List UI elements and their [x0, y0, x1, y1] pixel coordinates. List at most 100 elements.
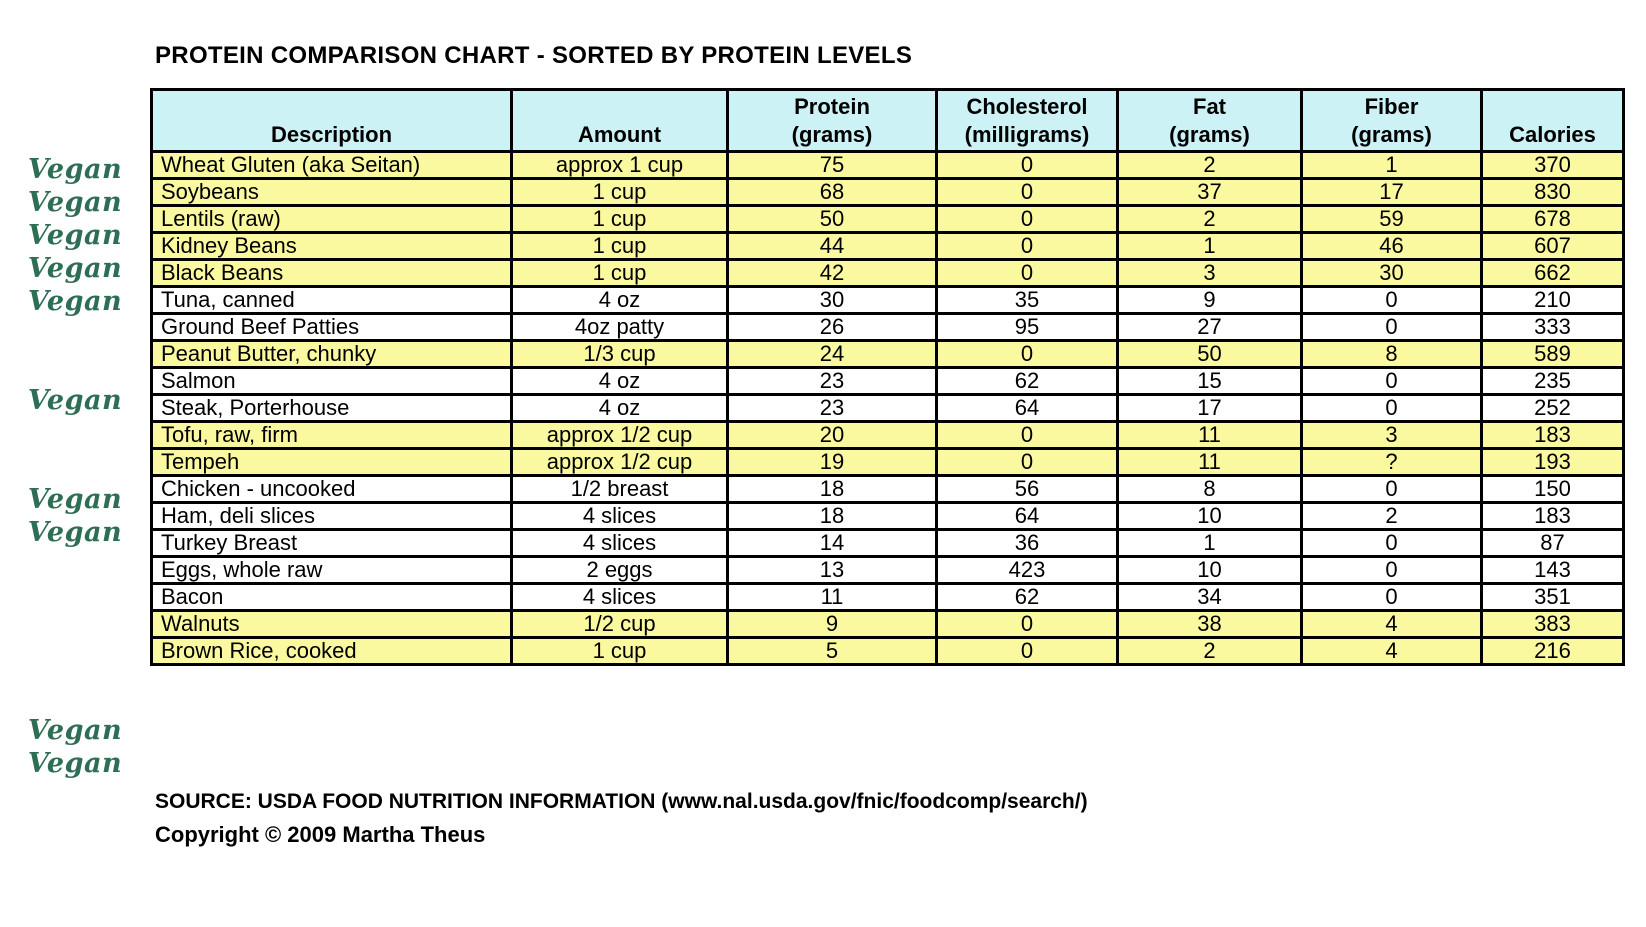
cell-amount: 2 eggs: [510, 555, 729, 585]
vegan-label: Vegan: [27, 220, 123, 251]
table-row: Bacon 4 slices 11 62 34 0 351: [150, 582, 1625, 612]
table-layout: Vegan Vegan Vegan Vegan Vegan Vegan Vegan Vegan…: [0, 88, 1625, 780]
cell-calories: 252: [1480, 393, 1625, 423]
cell-fat: 2: [1116, 636, 1303, 666]
cell-description: Tempeh: [150, 447, 513, 477]
cell-calories: 830: [1480, 177, 1625, 207]
cell-fiber: 0: [1300, 285, 1483, 315]
table-row: Turkey Breast 4 slices 14 36 1 0 87: [150, 528, 1625, 558]
cell-fiber: 0: [1300, 366, 1483, 396]
vegan-label-empty: [0, 450, 150, 483]
cell-fat: 3: [1116, 258, 1303, 288]
header-line-2: Calories: [1509, 121, 1596, 147]
cell-description: Walnuts: [150, 609, 513, 639]
cell-amount: 1 cup: [510, 636, 729, 666]
table-row: Black Beans 1 cup 42 0 3 30 662: [150, 258, 1625, 288]
cell-fiber: 46: [1300, 231, 1483, 261]
cell-calories: 678: [1480, 204, 1625, 234]
column-header-description: Description: [150, 88, 513, 153]
column-header-fiber: Fiber (grams): [1300, 88, 1483, 153]
cell-fiber: ?: [1300, 447, 1483, 477]
cell-description: Salmon: [150, 366, 513, 396]
cell-fat: 34: [1116, 582, 1303, 612]
cell-fat: 8: [1116, 474, 1303, 504]
cell-calories: 607: [1480, 231, 1625, 261]
source-note: SOURCE: USDA FOOD NUTRITION INFORMATION …: [155, 790, 1088, 813]
table-row: Peanut Butter, chunky 1/3 cup 24 0 50 8 589: [150, 339, 1625, 369]
cell-fat: 9: [1116, 285, 1303, 315]
cell-amount: 1/3 cup: [510, 339, 729, 369]
cell-fiber: 0: [1300, 582, 1483, 612]
cell-fat: 1: [1116, 528, 1303, 558]
table-row: Lentils (raw) 1 cup 50 0 2 59 678: [150, 204, 1625, 234]
cell-amount: 1 cup: [510, 177, 729, 207]
vegan-label: Vegan: [27, 286, 123, 317]
table-row: Tempeh approx 1/2 cup 19 0 11? 193: [150, 447, 1625, 477]
header-line-2: (milligrams): [964, 121, 1090, 147]
cell-calories: 216: [1480, 636, 1625, 666]
vegan-label: Vegan: [27, 253, 123, 284]
cell-description: Bacon: [150, 582, 513, 612]
copyright-note: Copyright © 2009 Martha Theus: [155, 822, 486, 847]
cell-fat: 2: [1116, 204, 1303, 234]
header-line-1: Cholesterol: [966, 94, 1088, 119]
cell-amount: 4 slices: [510, 501, 729, 531]
cell-fat: 27: [1116, 312, 1303, 342]
cell-fiber: 0: [1300, 312, 1483, 342]
cell-fat: 37: [1116, 177, 1303, 207]
header-line-2: Amount: [577, 121, 662, 147]
vegan-label: Vegan: [27, 154, 123, 185]
column-header-calories: Calories: [1480, 88, 1625, 153]
cell-calories: 351: [1480, 582, 1625, 612]
column-header-protein: Protein (grams): [726, 88, 938, 153]
cell-amount: 1 cup: [510, 231, 729, 261]
cell-description: Eggs, whole raw: [150, 555, 513, 585]
cell-cholesterol: 0: [935, 231, 1119, 261]
table-row: Tofu, raw, firm approx 1/2 cup 20 0 11 3 183: [150, 420, 1625, 450]
cell-cholesterol: 64: [935, 393, 1119, 423]
cell-cholesterol: 0: [935, 204, 1119, 234]
table-row: Soybeans 1 cup 68 0 37 17 830: [150, 177, 1625, 207]
page-title: PROTEIN COMPARISON CHART - SORTED BY PRO…: [155, 42, 913, 69]
cell-amount: 4 oz: [510, 285, 729, 315]
cell-cholesterol: 0: [935, 609, 1119, 639]
table-row: Wheat Gluten (aka Seitan) approx 1 cup 75 0…: [150, 150, 1625, 180]
vegan-label-empty: [0, 615, 150, 648]
cell-protein: 42: [726, 258, 938, 288]
cell-description: Steak, Porterhouse: [150, 393, 513, 423]
cell-protein: 68: [726, 177, 938, 207]
header-line-2: Description: [270, 121, 393, 147]
cell-protein: 44: [726, 231, 938, 261]
cell-protein: 14: [726, 528, 938, 558]
cell-fiber: 4: [1300, 609, 1483, 639]
table-row: Ground Beef Patties 4oz patty 26 95 27 0 333: [150, 312, 1625, 342]
header-line-1: Fiber: [1364, 94, 1419, 119]
cell-protein: 18: [726, 501, 938, 531]
cell-description: Turkey Breast: [150, 528, 513, 558]
cell-description: Wheat Gluten (aka Seitan): [150, 150, 513, 180]
table-row: Walnuts 1/2 cup 9 0 38 4 383: [150, 609, 1625, 639]
cell-protein: 26: [726, 312, 938, 342]
cell-description: Ham, deli slices: [150, 501, 513, 531]
cell-cholesterol: 423: [935, 555, 1119, 585]
cell-protein: 11: [726, 582, 938, 612]
cell-protein: 30: [726, 285, 938, 315]
cell-amount: approx 1 cup: [510, 150, 729, 180]
cell-cholesterol: 35: [935, 285, 1119, 315]
cell-fiber: 4: [1300, 636, 1483, 666]
cell-cholesterol: 0: [935, 339, 1119, 369]
cell-description: Tofu, raw, firm: [150, 420, 513, 450]
cell-protein: 24: [726, 339, 938, 369]
cell-amount: 4oz patty: [510, 312, 729, 342]
cell-fiber: 1: [1300, 150, 1483, 180]
cell-calories: 662: [1480, 258, 1625, 288]
vegan-label-empty: [0, 351, 150, 384]
cell-fat: 2: [1116, 150, 1303, 180]
vegan-label-empty: [0, 318, 150, 351]
cell-fiber: 30: [1300, 258, 1483, 288]
protein-comparison-table: Description Amount Protein (grams) Chole…: [150, 88, 1625, 666]
cell-fat: 10: [1116, 501, 1303, 531]
vegan-label-empty: [0, 417, 150, 450]
table-row: Ham, deli slices 4 slices 18 64 10 2 183: [150, 501, 1625, 531]
cell-calories: 193: [1480, 447, 1625, 477]
